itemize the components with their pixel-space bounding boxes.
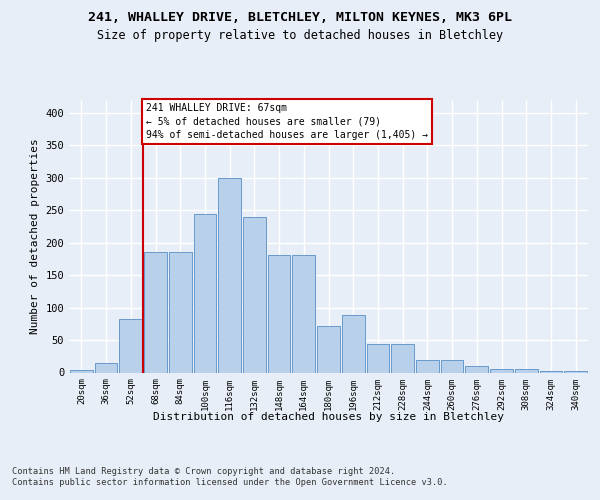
Bar	[95, 364, 118, 372]
Bar	[218, 178, 241, 372]
Bar	[70, 370, 93, 372]
Bar	[144, 252, 167, 372]
Bar	[539, 370, 562, 372]
Bar	[490, 368, 513, 372]
Text: 241 WHALLEY DRIVE: 67sqm
← 5% of detached houses are smaller (79)
94% of semi-de: 241 WHALLEY DRIVE: 67sqm ← 5% of detache…	[146, 103, 428, 140]
Bar	[317, 326, 340, 372]
Bar	[243, 217, 266, 372]
Text: 241, WHALLEY DRIVE, BLETCHLEY, MILTON KEYNES, MK3 6PL: 241, WHALLEY DRIVE, BLETCHLEY, MILTON KE…	[88, 11, 512, 24]
Bar	[119, 318, 142, 372]
Bar	[391, 344, 414, 372]
Y-axis label: Number of detached properties: Number of detached properties	[30, 138, 40, 334]
Bar	[367, 344, 389, 372]
Bar	[268, 255, 290, 372]
Bar	[342, 316, 365, 372]
Text: Distribution of detached houses by size in Bletchley: Distribution of detached houses by size …	[154, 412, 504, 422]
Bar	[441, 360, 463, 372]
Bar	[194, 214, 216, 372]
Text: Size of property relative to detached houses in Bletchley: Size of property relative to detached ho…	[97, 29, 503, 42]
Bar	[564, 370, 587, 372]
Text: Contains HM Land Registry data © Crown copyright and database right 2024.
Contai: Contains HM Land Registry data © Crown c…	[12, 468, 448, 487]
Bar	[169, 252, 191, 372]
Bar	[292, 255, 315, 372]
Bar	[466, 366, 488, 372]
Bar	[416, 360, 439, 372]
Bar	[515, 370, 538, 372]
